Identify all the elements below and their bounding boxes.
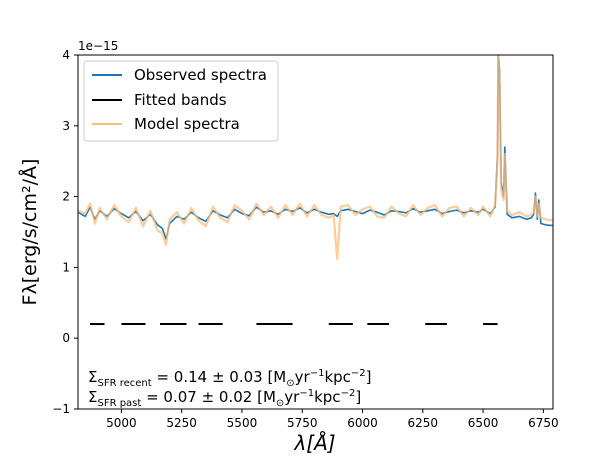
plot-frame	[77, 54, 554, 410]
legend-box	[83, 60, 279, 142]
x-tick-label: 5000	[106, 416, 137, 430]
legend-label-fitted: Fitted bands	[134, 91, 227, 109]
x-tick-label: 6500	[468, 416, 499, 430]
y-tick-label: 3	[62, 119, 70, 133]
x-tick-label: 6000	[347, 416, 378, 430]
x-tick-label: 6250	[408, 416, 439, 430]
x-axis-label: λ[Å]	[293, 431, 335, 455]
series-layer	[78, 55, 553, 260]
x-tick-label: 5750	[287, 416, 318, 430]
x-tick-label: 5250	[166, 416, 197, 430]
series-line-model-spectra	[78, 55, 553, 260]
x-axis: 5000 5250 5500 5750 6000 6250 6500 6750	[106, 409, 559, 430]
y-scale-label: 1e−15	[78, 39, 118, 53]
y-tick-label: 1	[62, 260, 70, 274]
legend: Observed spectra Fitted bands Model spec…	[83, 60, 279, 142]
y-tick-label: 0	[62, 331, 70, 345]
y-axis-label: Fλ[erg/s/cm²/Å]	[18, 159, 41, 306]
legend-label-observed: Observed spectra	[134, 66, 267, 84]
legend-label-model: Model spectra	[134, 115, 240, 133]
y-tick-label: 2	[62, 190, 70, 204]
y-axis: −1 0 1 2 3 4	[52, 48, 78, 416]
x-tick-label: 6750	[528, 416, 559, 430]
annotation-sfr-recent: ΣSFR recent = 0.14 ± 0.03 [M⊙yr−1kpc−2]	[88, 368, 372, 389]
y-tick-label: −1	[52, 402, 70, 416]
annotation-sfr-past: ΣSFR past = 0.07 ± 0.02 [M⊙yr−1kpc−2]	[88, 388, 361, 409]
y-tick-label: 4	[62, 48, 70, 62]
x-tick-label: 5500	[227, 416, 258, 430]
